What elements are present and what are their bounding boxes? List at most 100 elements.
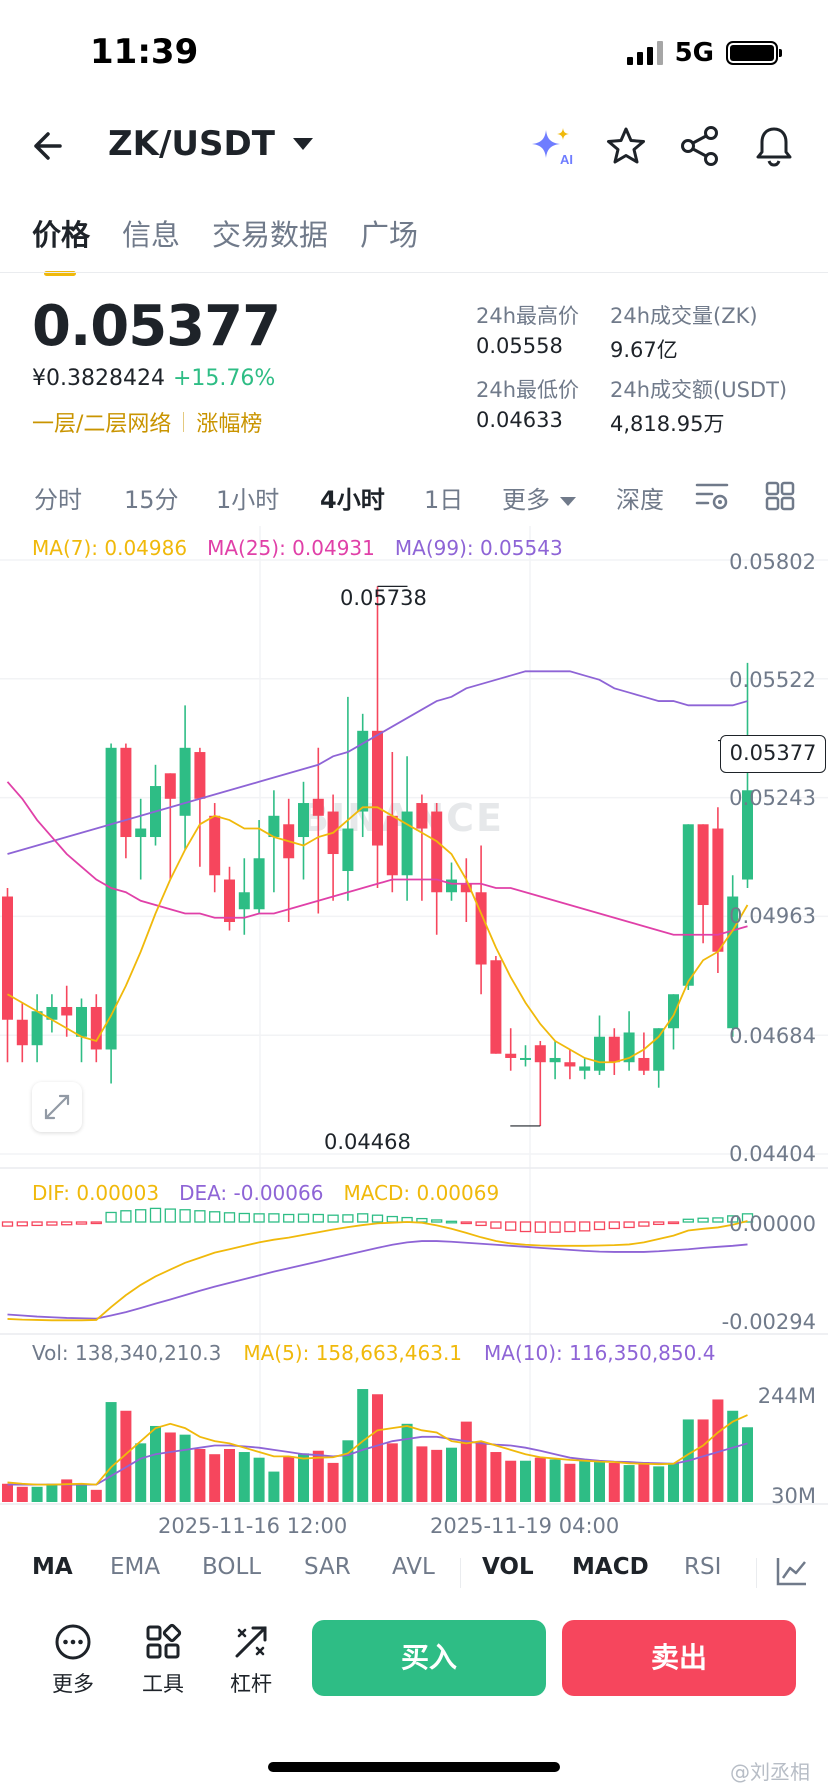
candle (179, 747, 191, 816)
indicator-rsi[interactable]: RSI (684, 1554, 722, 1580)
back-arrow-icon[interactable] (30, 126, 74, 166)
candle (298, 803, 309, 838)
candle (505, 1053, 517, 1058)
volume-bar (312, 1450, 324, 1502)
macd-bar (342, 1214, 354, 1223)
buy-button[interactable]: 买入 (312, 1620, 546, 1696)
sell-button[interactable]: 卖出 (562, 1620, 796, 1696)
volume-bar (712, 1399, 724, 1502)
candle (490, 960, 502, 1054)
candle (623, 1032, 635, 1063)
y-tick-label: 0.04963 (729, 904, 816, 928)
tag-gainers[interactable]: 涨幅榜 (196, 412, 263, 437)
volume-legend: Vol: 138,340,210.3 MA(5): 158,663,463.1 … (32, 1341, 715, 1365)
price-subline: ¥0.3828424 +15.76% (32, 366, 275, 391)
indicator-boll[interactable]: BOLL (202, 1554, 262, 1580)
macd-bar (283, 1213, 295, 1223)
interval-15m[interactable]: 15分 (124, 486, 179, 514)
volume-bar (460, 1421, 472, 1502)
candle (238, 892, 250, 910)
interval-more[interactable]: 更多 (502, 480, 576, 515)
tab-square[interactable]: 广场 (360, 218, 419, 252)
share-icon[interactable] (678, 124, 722, 168)
ma7-line (7, 806, 749, 1064)
x-tick-label: 2025-11-19 04:00 (430, 1514, 620, 1538)
main-tabs: 价格 信息 交易数据 广场 (32, 212, 418, 276)
bell-icon[interactable] (752, 124, 796, 168)
interval-1h[interactable]: 1小时 (216, 486, 280, 514)
volume-bar (16, 1486, 28, 1502)
volume-bar (224, 1448, 235, 1502)
candle (697, 824, 709, 906)
interval-timeline[interactable]: 分时 (34, 486, 82, 514)
stat-label: 24h最低价 (476, 378, 580, 402)
tab-price[interactable]: 价格 (32, 212, 90, 276)
candle (46, 1006, 58, 1020)
tag-layer-network[interactable]: 一层/二层网络 (32, 412, 172, 437)
candle (76, 1006, 87, 1037)
stat-label: 24h成交额(USDT) (610, 378, 788, 402)
expand-icon[interactable] (32, 1082, 82, 1132)
tab-info[interactable]: 信息 (122, 218, 181, 252)
indicator-ma[interactable]: MA (32, 1554, 73, 1580)
stat-label: 24h成交量(ZK) (610, 304, 758, 328)
volume-bar (135, 1443, 147, 1502)
header: ZK/USDT AI (0, 118, 828, 174)
candle (446, 879, 457, 893)
tools-grid-icon (146, 1623, 182, 1659)
indicator-avl[interactable]: AVL (392, 1554, 435, 1580)
svg-text:AI: AI (560, 152, 573, 167)
tab-trading-data[interactable]: 交易数据 (212, 218, 329, 252)
macd-bar (31, 1221, 43, 1227)
chart-settings-icon[interactable] (694, 480, 730, 512)
candle (594, 1036, 605, 1071)
candle (31, 1011, 43, 1046)
indicator-macd[interactable]: MACD (572, 1554, 649, 1580)
candle (90, 1006, 102, 1050)
chart-style-icon[interactable] (774, 1554, 810, 1588)
macd-bar (46, 1221, 58, 1226)
interval-1d[interactable]: 1日 (424, 486, 464, 514)
leverage-tool[interactable]: 杠杆 (216, 1622, 286, 1698)
macd-value-legend: MACD: 0.00069 (343, 1181, 500, 1205)
macd-bar (164, 1208, 176, 1223)
interval-4h[interactable]: 4小时 (320, 486, 385, 514)
candle (372, 730, 383, 846)
candle (608, 1036, 620, 1063)
volume-bar (179, 1434, 191, 1502)
macd-bar (386, 1215, 398, 1223)
pair-selector[interactable]: ZK/USDT (108, 124, 313, 164)
layout-grid-icon[interactable] (764, 480, 796, 512)
candle (475, 892, 487, 965)
star-icon[interactable] (604, 124, 648, 168)
candle (416, 803, 428, 829)
current-price-tag: 0.05377 (720, 735, 826, 773)
cny-price: ¥0.3828424 (32, 366, 165, 391)
volume-bar (164, 1432, 176, 1502)
macd-bar (712, 1217, 724, 1223)
volume-bar (549, 1459, 561, 1502)
macd-tick-label: -0.00294 (721, 1310, 816, 1334)
macd-bar (475, 1221, 487, 1227)
indicator-vol[interactable]: VOL (482, 1554, 534, 1580)
volume-bar (534, 1457, 546, 1502)
macd-bar (653, 1221, 665, 1226)
volume-bar (416, 1446, 428, 1502)
kline-chart[interactable] (0, 526, 828, 1516)
macd-bar (297, 1213, 310, 1223)
y-tick-label: 0.04404 (729, 1142, 816, 1166)
indicator-ema[interactable]: EMA (110, 1554, 161, 1580)
ai-sparkle-icon[interactable]: AI (530, 124, 574, 168)
macd-bar (223, 1212, 236, 1223)
depth-tab[interactable]: 深度 (616, 486, 664, 514)
more-tool[interactable]: 更多 (38, 1622, 108, 1698)
macd-bar (608, 1221, 620, 1230)
macd-bar (209, 1211, 221, 1223)
candle (194, 752, 206, 799)
volume-bar (76, 1483, 87, 1502)
dif-line (7, 1220, 748, 1322)
stat-value: 0.04633 (476, 408, 563, 432)
indicator-sar[interactable]: SAR (304, 1554, 351, 1580)
tools-tool[interactable]: 工具 (128, 1622, 198, 1698)
bottom-action-bar: 更多 工具 杠杆 买入 卖出 (0, 1620, 828, 1700)
